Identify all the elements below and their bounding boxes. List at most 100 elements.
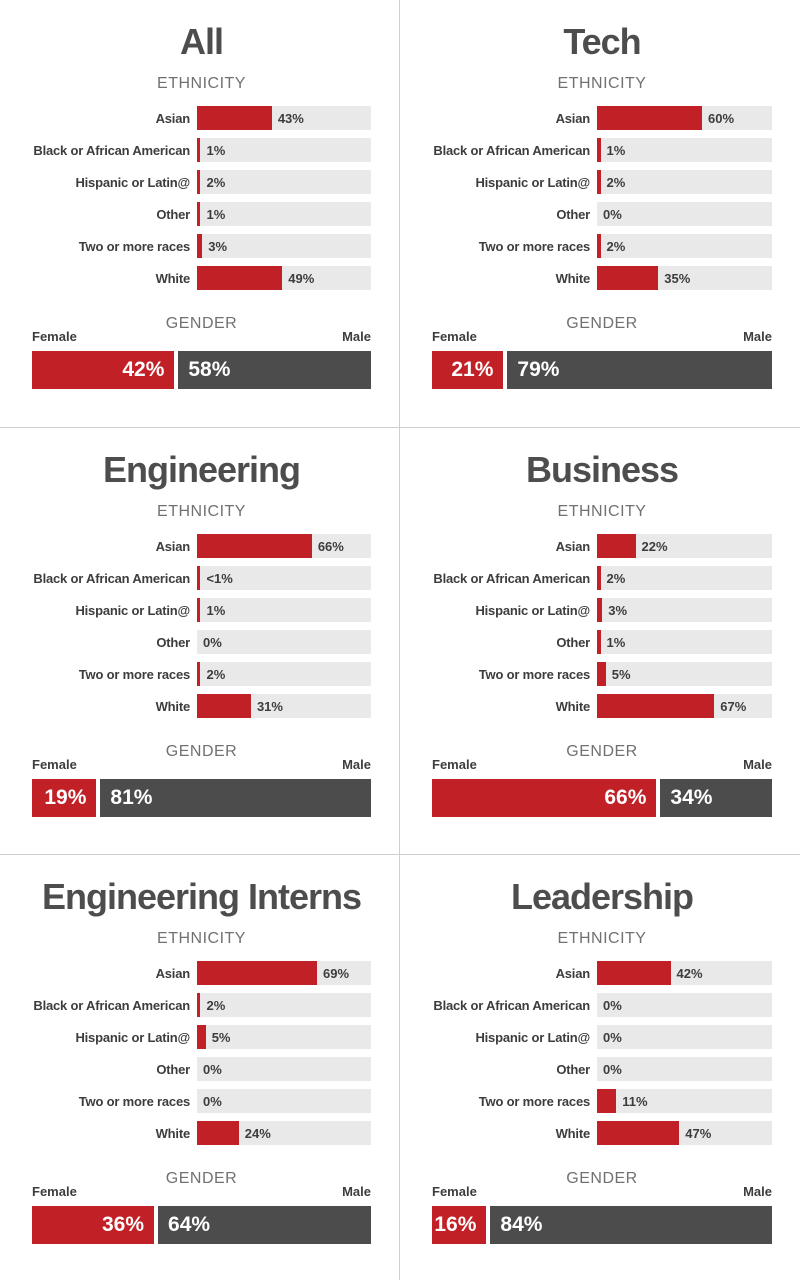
female-axis-label: Female (432, 329, 477, 344)
division-panel: All ETHNICITY Asian 43% Black or African… (0, 0, 400, 428)
ethnicity-bar-value: 2% (206, 666, 226, 682)
male-bar-segment: 79% (507, 351, 772, 389)
ethnicity-bar-fill (197, 598, 201, 622)
ethnicity-row: White 31% (32, 694, 371, 718)
ethnicity-bar-value: 60% (708, 110, 735, 126)
division-panel: Engineering ETHNICITY Asian 66% Black or… (0, 428, 400, 855)
gender-header: GENDER Female Male (32, 1169, 371, 1199)
ethnicity-category-label: Other (156, 1061, 190, 1077)
gender-stacked-bar: 21% 79% (432, 351, 772, 389)
ethnicity-bar-fill (597, 266, 659, 290)
ethnicity-category-label: Two or more races (478, 666, 590, 682)
division-panel: Engineering Interns ETHNICITY Asian 69% … (0, 855, 400, 1280)
ethnicity-bar-fill (197, 534, 312, 558)
ethnicity-row: Other 0% (432, 1057, 772, 1081)
ethnicity-bar-value: 0% (603, 206, 622, 222)
ethnicity-chart: Asian 42% Black or African American 0% H… (432, 961, 772, 1145)
male-bar-segment: 34% (660, 779, 772, 817)
ethnicity-bar-value: 47% (685, 1125, 712, 1141)
ethnicity-chart: Asian 60% Black or African American 1% H… (432, 106, 772, 290)
ethnicity-bar-fill (197, 662, 201, 686)
ethnicity-bar-value: 0% (603, 1061, 622, 1077)
ethnicity-category-label: Black or African American (33, 997, 190, 1013)
female-axis-label: Female (432, 1184, 477, 1199)
ethnicity-category-label: Black or African American (33, 570, 190, 586)
ethnicity-row: Asian 66% (32, 534, 371, 558)
ethnicity-bar-value: 3% (608, 602, 628, 618)
female-bar-value: 36% (102, 1213, 145, 1236)
ethnicity-bar-value: 35% (664, 270, 691, 286)
ethnicity-bar-value: 1% (206, 206, 226, 222)
ethnicity-chart: Asian 43% Black or African American 1% H… (32, 106, 371, 290)
ethnicity-bar-track: 60% (597, 106, 772, 130)
male-bar-value: 79% (517, 358, 560, 381)
gender-header: GENDER Female Male (432, 742, 772, 772)
panel-title: Business (525, 449, 679, 490)
male-bar-segment: 81% (100, 779, 371, 817)
ethnicity-bar-value: 0% (203, 1093, 222, 1109)
male-axis-label: Male (743, 1184, 772, 1199)
gender-stacked-bar: 16% 84% (432, 1206, 772, 1244)
ethnicity-row: Two or more races 5% (432, 662, 772, 686)
ethnicity-row: Asian 60% (432, 106, 772, 130)
ethnicity-category-label: Two or more races (78, 238, 190, 254)
ethnicity-row: Asian 43% (32, 106, 371, 130)
ethnicity-bar-track: 1% (597, 630, 772, 654)
division-panel: Tech ETHNICITY Asian 60% Black or Africa… (400, 0, 800, 428)
female-bar-segment: 19% (32, 779, 97, 817)
male-bar-value: 34% (670, 786, 713, 809)
ethnicity-bar-fill (597, 1121, 680, 1145)
division-panel: Business ETHNICITY Asian 22% Black or Af… (400, 428, 800, 855)
ethnicity-bar-track: 0% (597, 1025, 772, 1049)
ethnicity-category-label: Black or African American (433, 142, 590, 158)
division-panel: Leadership ETHNICITY Asian 42% Black or … (400, 855, 800, 1280)
ethnicity-bar-track: 0% (197, 1057, 371, 1081)
ethnicity-bar-track: 3% (597, 598, 772, 622)
male-bar-segment: 64% (158, 1206, 371, 1244)
ethnicity-category-label: White (555, 270, 591, 286)
ethnicity-bar-fill (597, 566, 601, 590)
ethnicity-row: Black or African American 2% (432, 566, 772, 590)
female-bar-value: 19% (44, 786, 87, 809)
ethnicity-bar-value: 0% (203, 1061, 222, 1077)
male-bar-value: 58% (188, 358, 231, 381)
male-axis-label: Male (743, 757, 772, 772)
ethnicity-row: White 35% (432, 266, 772, 290)
ethnicity-bar-track: 2% (197, 170, 371, 194)
ethnicity-category-label: White (155, 270, 191, 286)
ethnicity-bar-track: 31% (197, 694, 371, 718)
ethnicity-bar-track: 1% (197, 138, 371, 162)
ethnicity-bar-fill (597, 630, 601, 654)
ethnicity-bar-track: <1% (197, 566, 371, 590)
ethnicity-row: Two or more races 3% (32, 234, 371, 258)
ethnicity-bar-track: 35% (597, 266, 772, 290)
ethnicity-bar-fill (597, 138, 601, 162)
ethnicity-category-label: Black or African American (433, 997, 590, 1013)
ethnicity-bar-value: 2% (606, 570, 626, 586)
male-bar-value: 81% (110, 786, 153, 809)
gender-stacked-bar: 42% 58% (32, 351, 371, 389)
ethnicity-row: Asian 69% (32, 961, 371, 985)
ethnicity-row: Hispanic or Latin@ 2% (32, 170, 371, 194)
ethnicity-bar-track: 0% (197, 630, 371, 654)
ethnicity-category-label: White (555, 698, 591, 714)
ethnicity-category-label: Two or more races (478, 1093, 590, 1109)
ethnicity-bar-track: 0% (597, 1057, 772, 1081)
ethnicity-bar-track: 67% (597, 694, 772, 718)
ethnicity-category-label: Hispanic or Latin@ (75, 602, 190, 618)
ethnicity-row: Black or African American 0% (432, 993, 772, 1017)
gender-stacked-bar: 66% 34% (432, 779, 772, 817)
ethnicity-bar-fill (197, 961, 318, 985)
female-axis-label: Female (432, 757, 477, 772)
ethnicity-bar-fill (197, 694, 251, 718)
ethnicity-row: Black or African American 1% (32, 138, 371, 162)
ethnicity-category-label: Asian (555, 110, 591, 126)
ethnicity-category-label: Asian (555, 538, 591, 554)
ethnicity-bar-fill (597, 234, 601, 258)
ethnicity-row: Hispanic or Latin@ 5% (32, 1025, 371, 1049)
ethnicity-category-label: Asian (555, 965, 591, 981)
male-axis-label: Male (342, 757, 371, 772)
ethnicity-bar-value: 31% (256, 698, 283, 714)
ethnicity-bar-fill (197, 1121, 239, 1145)
